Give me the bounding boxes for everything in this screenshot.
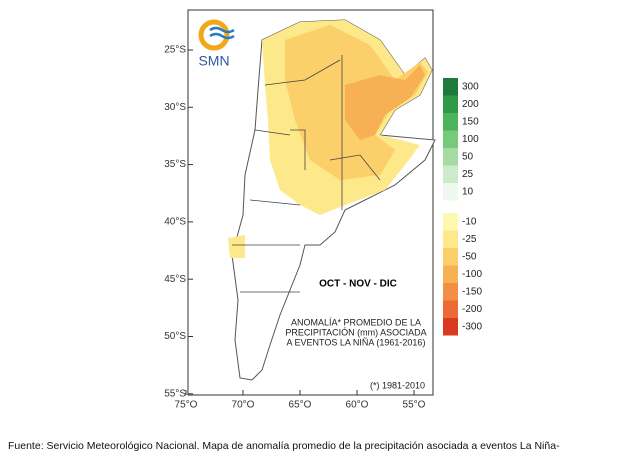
legend-label: -200	[462, 304, 482, 315]
anomaly-area	[345, 65, 425, 140]
legend-label: 100	[462, 134, 479, 145]
legend-swatch	[443, 230, 458, 248]
lat-label: 50°S	[164, 331, 186, 342]
legend-swatch	[443, 300, 458, 318]
legend-label: 25	[462, 169, 474, 180]
legend-label: -50	[462, 251, 477, 262]
legend-label: 50	[462, 151, 474, 162]
legend-swatch	[443, 183, 458, 201]
lat-label: 45°S	[164, 274, 186, 285]
province-borders	[232, 55, 381, 293]
annotation-line: PRECIPITACIÓN (mm) ASOCIADA	[285, 327, 426, 337]
legend-label: -100	[462, 269, 482, 280]
annotation-line: ANOMALÍA* PROMEDIO DE LA	[291, 317, 421, 327]
legend-swatch	[443, 248, 458, 266]
legend-label: 150	[462, 116, 479, 127]
period-label: OCT - NOV - DIC	[319, 279, 397, 290]
map-figure: SMN OCT - NOV - DIC ANOMALÍA* PROMEDIO D…	[164, 9, 482, 411]
logo-waves	[209, 26, 235, 40]
lon-label: 55°O	[403, 400, 426, 411]
footnote: (*) 1981-2010	[370, 380, 425, 390]
lat-label: 35°S	[164, 159, 186, 170]
lon-label: 75°O	[175, 400, 198, 411]
logo-text: SMN	[198, 53, 229, 69]
legend-label: 300	[462, 81, 479, 92]
legend-swatch	[443, 318, 458, 336]
legend-label: -25	[462, 234, 477, 245]
lat-label: 40°S	[164, 217, 186, 228]
legend-swatch	[443, 165, 458, 183]
legend-label: 200	[462, 99, 479, 110]
lon-label: 70°O	[232, 400, 255, 411]
legend-swatch	[443, 78, 458, 96]
lon-label: 60°O	[346, 400, 369, 411]
legend-swatch	[443, 148, 458, 166]
lat-label: 55°S	[164, 388, 186, 399]
lat-label: 30°S	[164, 102, 186, 113]
legend-label: -300	[462, 321, 482, 332]
logo-icon	[198, 19, 230, 51]
legend-label: -10	[462, 216, 477, 227]
legend-swatch	[443, 213, 458, 231]
anomaly-area	[228, 235, 245, 258]
caption: Fuente: Servicio Meteorológico Nacional.…	[8, 440, 560, 452]
lat-label: 25°S	[164, 45, 186, 56]
legend-label: -150	[462, 286, 482, 297]
annotation-line: A EVENTOS LA NIÑA (1961-2016)	[287, 337, 426, 347]
legend-swatch	[443, 283, 458, 301]
legend-swatch	[443, 95, 458, 113]
legend-swatch	[443, 113, 458, 131]
lon-label: 65°O	[289, 400, 312, 411]
legend-swatch	[443, 265, 458, 283]
legend-label: 10	[462, 186, 474, 197]
legend-swatch	[443, 130, 458, 148]
